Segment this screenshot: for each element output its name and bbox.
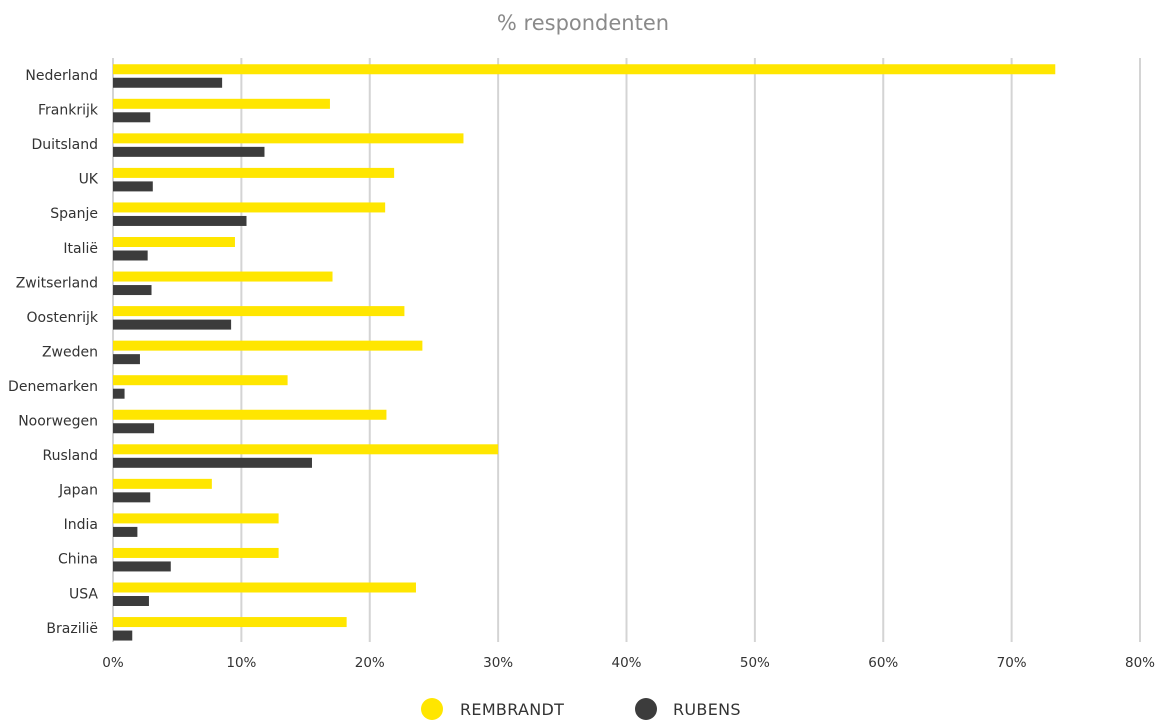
bar-rembrandt-4	[113, 202, 386, 213]
category-label-15: USA	[69, 586, 98, 602]
bar-rembrandt-12	[113, 478, 212, 489]
category-label-3: UK	[79, 172, 99, 188]
x-tick-label-7: 70%	[997, 655, 1027, 671]
bar-rembrandt-7	[113, 306, 405, 317]
bar-rubens-13	[113, 526, 138, 537]
bar-rembrandt-14	[113, 547, 279, 558]
bar-rubens-4	[113, 215, 247, 226]
category-label-0: Nederland	[25, 68, 98, 84]
bar-rubens-2	[113, 146, 265, 157]
legend-label-rubens: RUBENS	[673, 700, 741, 719]
bar-rembrandt-16	[113, 617, 347, 628]
bar-rubens-1	[113, 112, 151, 123]
bar-rubens-3	[113, 181, 153, 192]
category-label-7: Oostenrijk	[27, 310, 99, 326]
bar-rembrandt-5	[113, 237, 235, 247]
category-label-14: China	[58, 552, 98, 568]
x-tick-label-5: 50%	[740, 655, 770, 671]
legend: REMBRANDT RUBENS	[421, 698, 741, 720]
bar-rembrandt-10	[113, 409, 387, 420]
bar-rubens-14	[113, 561, 171, 572]
bar-rembrandt-11	[113, 444, 499, 455]
bar-rembrandt-0	[113, 64, 1056, 75]
x-tick-label-3: 30%	[483, 655, 513, 671]
bar-rubens-10	[113, 423, 155, 434]
bar-rembrandt-2	[113, 133, 464, 144]
category-labels: Nederland Frankrijk Duitsland UK Spanje Itali…	[8, 68, 99, 637]
bar-rembrandt-13	[113, 513, 279, 524]
bar-rembrandt-15	[113, 582, 416, 593]
bar-rubens-5	[113, 250, 148, 261]
category-label-5: Italië	[63, 241, 98, 257]
bar-rubens-6	[113, 285, 152, 296]
category-label-9: Denemarken	[8, 379, 98, 395]
bar-rembrandt-3	[113, 167, 395, 178]
bar-rembrandt-8	[113, 340, 423, 351]
category-label-12: Japan	[58, 483, 98, 499]
x-tick-label-2: 20%	[355, 655, 385, 671]
legend-marker-rubens	[635, 698, 657, 720]
category-label-16: Brazilië	[46, 621, 98, 637]
bar-rembrandt-9	[113, 375, 288, 386]
bar-rembrandt-1	[113, 98, 330, 109]
category-label-2: Duitsland	[31, 137, 98, 153]
x-tick-label-4: 40%	[611, 655, 641, 671]
category-label-11: Rusland	[43, 448, 99, 464]
legend-label-rembrandt: REMBRANDT	[460, 700, 564, 719]
bar-rembrandt-6	[113, 271, 333, 282]
bar-rubens-7	[113, 319, 232, 330]
category-label-13: India	[64, 517, 98, 533]
bar-rubens-11	[113, 457, 312, 468]
x-tick-label-6: 60%	[868, 655, 898, 671]
bar-rubens-0	[113, 77, 223, 88]
x-tick-label-1: 10%	[226, 655, 256, 671]
bar-rubens-15	[113, 596, 149, 606]
bar-rubens-9	[113, 388, 125, 399]
category-label-1: Frankrijk	[38, 103, 99, 119]
x-tick-label-8: 80%	[1125, 655, 1155, 671]
category-label-6: Zwitserland	[16, 275, 98, 291]
x-axis-tick-labels: 0% 10% 20% 30% 40% 50% 60% 70% 80%	[102, 655, 1155, 671]
bar-rubens-8	[113, 354, 140, 365]
x-tick-label-0: 0%	[102, 655, 124, 671]
bar-rubens-16	[113, 630, 133, 641]
category-label-4: Spanje	[50, 206, 98, 222]
bar-rubens-12	[113, 492, 151, 503]
legend-marker-rembrandt	[421, 698, 443, 720]
bars	[113, 64, 1056, 641]
category-label-8: Zweden	[42, 344, 98, 360]
chart-title: % respondenten	[497, 11, 669, 35]
category-label-10: Noorwegen	[18, 414, 98, 430]
